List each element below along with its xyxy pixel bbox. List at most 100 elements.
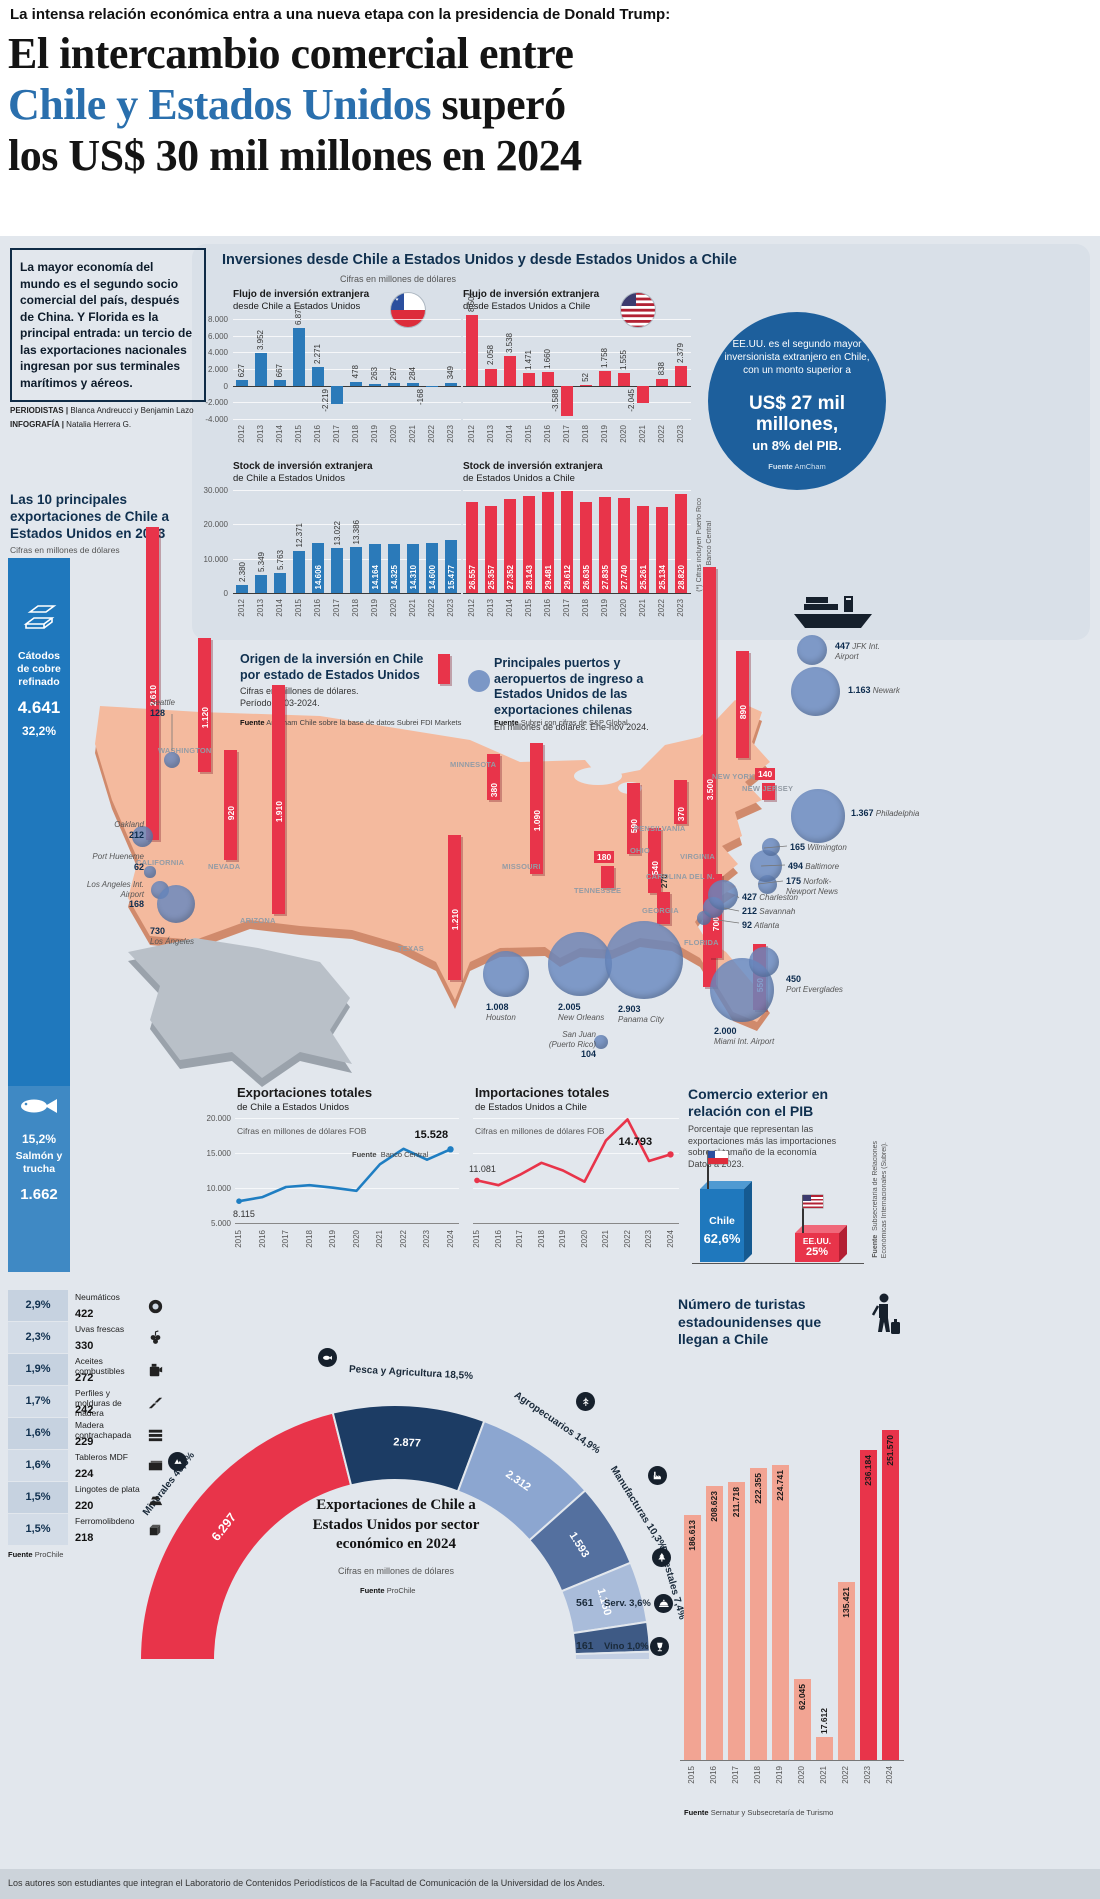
flow-bar bbox=[426, 385, 438, 388]
value-label: 13.022 bbox=[332, 520, 342, 546]
gridline bbox=[473, 1153, 679, 1154]
year-label: 2016 bbox=[543, 599, 552, 617]
gridline bbox=[680, 1760, 904, 1762]
gridline bbox=[233, 385, 461, 387]
point-label: 14.793 bbox=[618, 1136, 653, 1149]
port-label: 2.000 Miami Int. Airport bbox=[714, 1026, 775, 1046]
top10-subtitle: Cifras en millones de dólares bbox=[10, 545, 120, 555]
axis-tick: 8.000 bbox=[207, 315, 228, 324]
stock-bar bbox=[350, 547, 362, 593]
map-state-bar bbox=[224, 749, 237, 860]
value-label: 1.090 bbox=[531, 810, 542, 832]
state-label: OHIO bbox=[630, 846, 650, 855]
flow-bar bbox=[523, 373, 535, 386]
year-label: 2024 bbox=[445, 1230, 455, 1248]
port-bubble bbox=[605, 921, 683, 999]
gridline bbox=[235, 1188, 459, 1189]
value-label: -2.219 bbox=[321, 388, 330, 412]
year-label: 2018 bbox=[753, 1766, 762, 1784]
value-label: 12.371 bbox=[294, 523, 304, 548]
export-name: Perfiles y molduras de madera bbox=[75, 1388, 122, 1418]
port-bubble bbox=[156, 884, 196, 924]
year-label: 2023 bbox=[863, 1766, 872, 1784]
value-label: 627 bbox=[237, 364, 246, 378]
point-label: 11.081 bbox=[469, 1164, 496, 1175]
footer-text: Los autores son estudiantes que integran… bbox=[8, 1878, 605, 1888]
value-label: 222.355 bbox=[753, 1473, 763, 1505]
flow-bar bbox=[561, 385, 573, 416]
year-label: 2014 bbox=[505, 425, 514, 443]
port-bubble bbox=[144, 866, 156, 878]
wine-icon bbox=[650, 1637, 669, 1656]
value-label: 2.271 bbox=[313, 343, 322, 364]
map-state-bar bbox=[487, 754, 500, 800]
state-label: FLORIDA bbox=[684, 938, 719, 947]
value-label: 1.660 bbox=[543, 348, 552, 369]
map-bar-badge: 180 bbox=[594, 851, 615, 864]
chart-title-flow-us-chile: Flujo de inversión extranjera desde Estad… bbox=[463, 288, 599, 314]
tourist-bar bbox=[728, 1482, 745, 1760]
gridline bbox=[463, 593, 691, 595]
port-label: 1.367 Philadelphia bbox=[851, 808, 920, 818]
value-label: 297 bbox=[389, 366, 398, 381]
year-label: 2015 bbox=[234, 1230, 243, 1248]
stock-bar bbox=[523, 496, 535, 593]
axis-tick: 20.000 bbox=[203, 520, 228, 530]
pib-pct: 25% bbox=[805, 1246, 829, 1258]
year-label: 2017 bbox=[562, 599, 571, 617]
stock-bar bbox=[466, 501, 478, 593]
chart-title-stock-us-chile: Stock de inversión extranjera de Estados … bbox=[463, 460, 603, 486]
tourists-title: Número de turistas estadounidenses que l… bbox=[678, 1296, 822, 1347]
map-puertos-title: Principales puertos y aeropuertos de ing… bbox=[494, 656, 644, 717]
us-flag-icon bbox=[803, 1195, 823, 1208]
chart-title-flow-chile-us: Flujo de inversión extranjera desde Chile… bbox=[233, 288, 369, 314]
value-label: 2.058 bbox=[486, 345, 495, 366]
value-label: 3.952 bbox=[256, 329, 265, 350]
export-value: 229 bbox=[75, 1436, 94, 1448]
year-label: 2016 bbox=[543, 425, 552, 443]
chart-title: Flujo de inversión extranjera bbox=[463, 289, 600, 300]
export-name: Lingotes de plata bbox=[75, 1484, 140, 1494]
year-label: 2017 bbox=[515, 1230, 524, 1248]
port-label: 2.005 New Orleans bbox=[558, 1002, 605, 1022]
year-label: 2015 bbox=[687, 1766, 696, 1784]
map-puertos-box: Principales puertos y aeropuertos de ing… bbox=[468, 656, 730, 733]
tree-icon bbox=[652, 1548, 671, 1567]
year-label: 2023 bbox=[644, 1230, 653, 1248]
gridline bbox=[233, 419, 461, 420]
us-flag-icon bbox=[620, 292, 656, 328]
value-label: 284 bbox=[408, 366, 417, 381]
value-label: 370 bbox=[675, 806, 686, 821]
port-label: 447 JFK Int. Airport bbox=[835, 641, 880, 661]
value-label: 224.741 bbox=[775, 1470, 785, 1501]
flow-bar bbox=[274, 380, 286, 386]
flag-pole bbox=[707, 1151, 709, 1190]
stock-bar bbox=[274, 573, 286, 593]
year-label: 2021 bbox=[638, 425, 647, 443]
chile-flag-icon bbox=[708, 1151, 728, 1165]
credit-names: Natalia Herrera G. bbox=[66, 419, 132, 429]
export-value: 218 bbox=[75, 1532, 94, 1544]
fish-icon bbox=[318, 1348, 337, 1367]
year-label: 2016 bbox=[709, 1766, 718, 1784]
gridline bbox=[235, 1118, 459, 1119]
flow-bar bbox=[599, 371, 611, 386]
axis-tick: 10.000 bbox=[206, 1184, 231, 1193]
chart-title: Stock de inversión extranjera bbox=[463, 461, 603, 472]
value-label: 135.421 bbox=[841, 1587, 851, 1619]
blue-circle-icon bbox=[468, 670, 490, 692]
map-bar-badge: 140 bbox=[755, 768, 776, 781]
year-label: 2019 bbox=[328, 1230, 337, 1248]
port-label: 212 Savannah bbox=[742, 906, 796, 916]
year-label: 2022 bbox=[427, 599, 436, 617]
tourist-bar bbox=[750, 1468, 767, 1760]
stock-bar bbox=[369, 544, 381, 593]
value-label: 6.870 bbox=[294, 305, 303, 326]
map-state-bar bbox=[448, 834, 461, 980]
wheat-icon bbox=[576, 1392, 595, 1411]
flow-bar bbox=[331, 385, 343, 405]
port-label: 2.903 Panama City bbox=[618, 1004, 664, 1024]
pib-country: Chile bbox=[709, 1215, 735, 1228]
year-label: 2019 bbox=[558, 1230, 567, 1248]
imports-line-note: Cifras en millones de dólares FOB bbox=[475, 1126, 605, 1136]
